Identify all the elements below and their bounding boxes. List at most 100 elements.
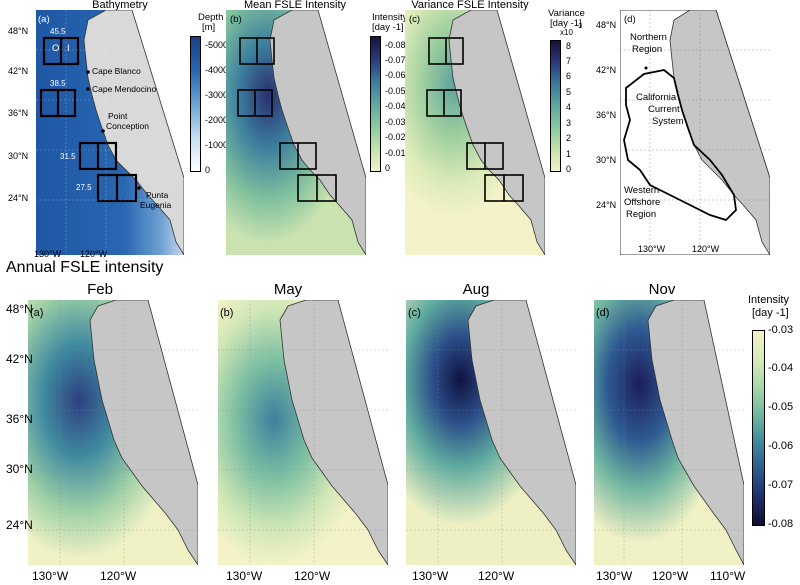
lon-tick-120: 120°W [80, 249, 108, 259]
bottom-colorbar [752, 330, 765, 526]
mean-cb-unit: [day -1] [372, 22, 404, 33]
bathymetry-cb-unit: [m] [202, 22, 216, 33]
place-point: Point [108, 111, 128, 121]
regions-lat-24: 24°N [596, 200, 617, 210]
nov-lon-120: 120°W [652, 569, 689, 583]
place-eugenia: Eugenia [140, 200, 172, 210]
bathymetry-letter: (a) [38, 14, 50, 25]
panel-aug-letter: (c) [408, 307, 421, 319]
box-label-31-5: 31.5 [60, 152, 76, 161]
lat-tick-36: 36°N [8, 108, 29, 118]
place-punta: Punta [146, 190, 169, 200]
region-label-offshore: Offshore [624, 197, 661, 208]
panel-aug-map [406, 300, 576, 565]
variance-cb-unit: [day -1] [550, 18, 582, 29]
bottom-cb-unit: [day -1] [752, 307, 789, 319]
bottom-lat-24: 24°N [6, 518, 33, 532]
bottom-cb-tick-0: -0.03 [768, 324, 794, 336]
var-cb-tick-1: 7 [566, 56, 572, 66]
variance-cb-title: Variance [548, 8, 585, 19]
nov-lon-110: 110°W [710, 569, 746, 583]
var-cb-tick-8: 0 [566, 164, 572, 174]
variance-fsle-title: Variance FSLE Intensity [411, 0, 529, 11]
mean-cb-tick-0: -0.08 [385, 40, 406, 50]
region-label-northern: Northern [630, 32, 667, 43]
mean-fsle-title: Mean FSLE Intensity [243, 0, 347, 11]
regions-map [620, 10, 770, 255]
var-cb-tick-3: 5 [566, 87, 572, 97]
may-lon-120: 120°W [294, 569, 331, 583]
bottom-lat-48: 48°N [6, 302, 33, 316]
panel-may-map [218, 300, 388, 565]
panel-nov-map [594, 300, 744, 565]
mean-cb-tick-5: -0.03 [385, 117, 406, 127]
bathymetry-cb-title: Depth [198, 12, 224, 23]
box-label-27-5: 27.5 [76, 183, 92, 192]
mean-cb-tick-8: 0 [385, 163, 391, 173]
region-label-western: Western [624, 185, 660, 196]
mean-colorbar [370, 36, 381, 172]
bathy-cb-tick-4: -1000 [205, 140, 229, 150]
variance-cb-exp-power: -3 [576, 23, 583, 30]
panel-feb-map [28, 300, 198, 565]
regions-lat-36: 36°N [596, 110, 617, 120]
var-cb-tick-7: 1 [566, 149, 572, 159]
regions-lat-48: 48°N [596, 20, 617, 30]
variance-cb-exp: x10 [560, 28, 573, 37]
var-cb-tick-4: 4 [566, 102, 572, 112]
mean-cb-tick-7: -0.01 [385, 148, 406, 158]
box-i-label: I [67, 43, 70, 54]
panel-aug-title: Aug [462, 281, 490, 298]
bottom-cb-tick-4: -0.07 [768, 479, 794, 491]
may-lon-130: 130°W [226, 569, 263, 583]
lat-tick-42: 42°N [8, 66, 29, 76]
region-label-system: System [652, 116, 684, 127]
mean-cb-tick-1: -0.07 [385, 55, 406, 65]
bathymetry-colorbar [190, 36, 201, 172]
aug-lon-120: 120°W [478, 569, 515, 583]
bathy-cb-tick-0: -5000 [205, 40, 229, 50]
mean-cb-tick-3: -0.05 [385, 86, 406, 96]
mean-cb-title: Intensity [372, 12, 408, 23]
lat-tick-24: 24°N [8, 193, 29, 203]
panel-may-letter: (b) [220, 307, 234, 319]
panel-feb-letter: (a) [30, 307, 44, 319]
feb-lon-120: 120°W [100, 569, 137, 583]
mean-cb-tick-6: -0.02 [385, 132, 406, 142]
panel-feb-title: Feb [87, 281, 113, 298]
aug-lon-130: 130°W [412, 569, 449, 583]
lon-tick-130: 130°W [34, 249, 62, 259]
section-title: Annual FSLE intensity [6, 259, 164, 276]
region-label-california: California [636, 92, 677, 103]
var-cb-tick-5: 3 [566, 118, 572, 128]
region-label-region-1: Region [632, 44, 663, 55]
regions-lon-130: 130°W [638, 244, 666, 254]
bottom-cb-tick-2: -0.05 [768, 401, 794, 413]
bottom-cb-title: Intensity [748, 294, 789, 306]
variance-fsle-map [405, 10, 545, 255]
box-o-label: O [52, 43, 60, 54]
var-cb-tick-2: 6 [566, 71, 572, 81]
variance-fsle-letter: (c) [409, 14, 421, 25]
place-cape-blanco: Cape Blanco [92, 66, 141, 76]
lat-tick-48: 48°N [8, 26, 29, 36]
bottom-cb-tick-1: -0.04 [768, 362, 794, 374]
bathy-cb-tick-1: -4000 [205, 65, 229, 75]
regions-letter: (d) [624, 14, 636, 25]
bottom-cb-tick-3: -0.06 [768, 440, 794, 452]
region-label-region-2: Region [626, 209, 657, 220]
mean-fsle-map [226, 10, 366, 255]
bottom-lat-30: 30°N [6, 462, 33, 476]
panel-nov-title: Nov [648, 281, 676, 298]
place-conception: Conception [106, 121, 150, 131]
bathymetry-map [36, 10, 184, 255]
feb-lon-130: 130°W [32, 569, 69, 583]
bottom-lat-36: 36°N [6, 412, 33, 426]
bathymetry-title: Bathymetry [92, 0, 148, 11]
nov-lon-130: 130°W [596, 569, 633, 583]
lat-tick-30: 30°N [8, 151, 29, 161]
mean-cb-tick-4: -0.04 [385, 101, 406, 111]
bathy-cb-tick-5: 0 [205, 165, 211, 175]
region-label-current: Current [648, 104, 680, 115]
mean-fsle-letter: (b) [230, 14, 242, 25]
